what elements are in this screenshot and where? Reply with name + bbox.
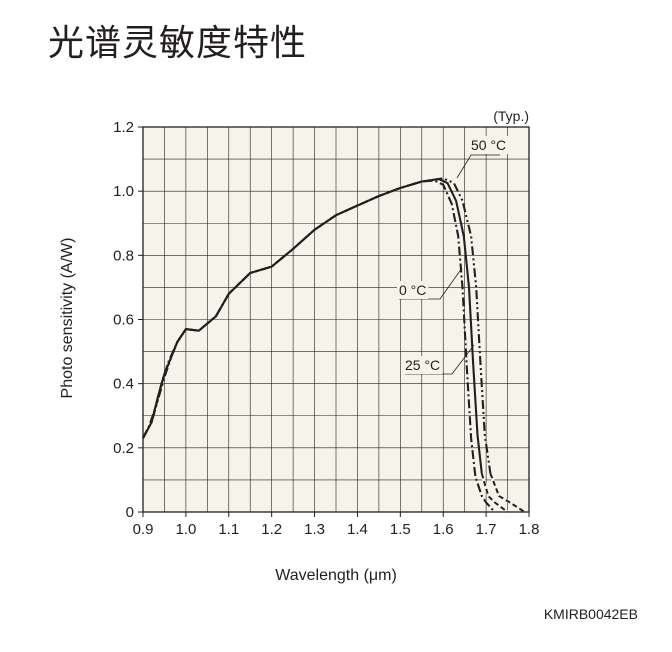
label-bg-25c xyxy=(403,356,443,374)
label-bg-50c xyxy=(469,136,509,154)
series-label-0c: 0 °C xyxy=(399,282,426,298)
series-line-50c xyxy=(142,177,526,513)
x-tick-label: 1.4 xyxy=(347,521,368,538)
y-tick-label: 0 xyxy=(126,504,134,521)
x-tick-label: 1.1 xyxy=(218,521,239,538)
x-tick-label: 1.6 xyxy=(433,521,454,538)
figure-code: KMIRB0042EB xyxy=(543,606,638,622)
y-tick-label: 0.4 xyxy=(113,376,134,393)
y-tick-label: 1.0 xyxy=(113,183,134,200)
typ-note: (Typ.) xyxy=(493,108,529,124)
x-tick-label: 0.9 xyxy=(133,521,154,538)
x-tick-label: 1.0 xyxy=(175,521,196,538)
x-tick-label: 1.2 xyxy=(261,521,282,538)
series-tail-50c xyxy=(489,473,526,513)
x-tick-label: 1.7 xyxy=(476,521,497,538)
x-tick-labels: 0.9 1.0 1.1 1.2 1.3 1.4 1.5 1.6 1.7 1.8 xyxy=(133,512,540,538)
x-tick-label: 1.8 xyxy=(519,521,540,538)
y-tick-label: 0.6 xyxy=(113,312,134,329)
annotations: 50 °C 0 °C 25 °C xyxy=(397,136,509,375)
x-tick-label: 1.5 xyxy=(390,521,411,538)
page-title: 光谱灵敏度特性 xyxy=(48,23,308,64)
x-axis-label: Wavelength (μm) xyxy=(275,567,397,584)
y-tick-labels: 0 0.2 0.4 0.6 0.8 1.0 1.2 xyxy=(113,119,143,521)
y-axis-label: Photo sensitivity (A/W) xyxy=(59,238,76,399)
series-tail-25c xyxy=(480,473,509,513)
y-tick-label: 0.8 xyxy=(113,247,134,264)
y-tick-label: 0.2 xyxy=(113,440,134,457)
leader-line-50c xyxy=(456,154,500,179)
series-label-25c: 25 °C xyxy=(405,357,440,373)
label-bg-0c xyxy=(397,281,429,299)
series-label-50c: 50 °C xyxy=(471,137,506,153)
y-tick-label: 1.2 xyxy=(113,119,134,136)
x-tick-label: 1.3 xyxy=(304,521,325,538)
series-layer xyxy=(142,177,526,514)
